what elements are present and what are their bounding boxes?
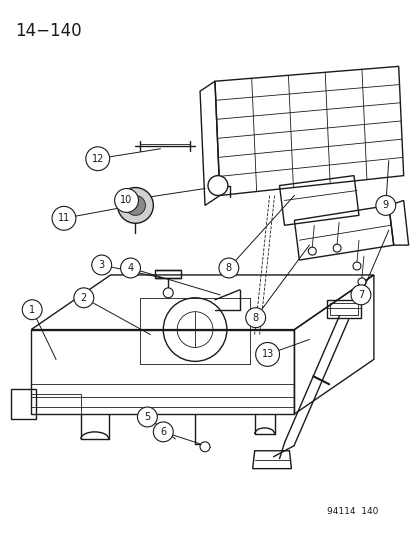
Circle shape: [308, 247, 316, 255]
Text: 3: 3: [98, 260, 104, 270]
Circle shape: [350, 285, 370, 305]
Text: 8: 8: [252, 313, 258, 322]
Text: 10: 10: [120, 196, 132, 205]
Text: 2: 2: [81, 293, 87, 303]
Circle shape: [74, 288, 93, 308]
Text: 14−140: 14−140: [15, 22, 82, 39]
Circle shape: [85, 147, 109, 171]
Circle shape: [218, 258, 238, 278]
Circle shape: [52, 206, 76, 230]
Circle shape: [125, 196, 145, 215]
Circle shape: [114, 189, 138, 212]
Text: 9: 9: [382, 200, 388, 211]
Circle shape: [22, 300, 42, 320]
Text: 11: 11: [58, 213, 70, 223]
Circle shape: [207, 175, 227, 196]
Text: 94114  140: 94114 140: [327, 507, 378, 516]
Circle shape: [375, 196, 395, 215]
Circle shape: [120, 258, 140, 278]
Text: 6: 6: [160, 427, 166, 437]
Text: 5: 5: [144, 412, 150, 422]
Circle shape: [199, 442, 209, 452]
Circle shape: [137, 407, 157, 427]
Text: 4: 4: [127, 263, 133, 273]
Text: 8: 8: [225, 263, 231, 273]
Text: 7: 7: [357, 290, 363, 300]
Circle shape: [332, 244, 340, 252]
Text: 13: 13: [261, 350, 273, 359]
Circle shape: [92, 255, 112, 275]
Circle shape: [163, 288, 173, 298]
Text: 12: 12: [91, 154, 104, 164]
Text: 1: 1: [29, 305, 35, 314]
Circle shape: [357, 278, 365, 286]
Circle shape: [117, 188, 153, 223]
Circle shape: [153, 422, 173, 442]
Circle shape: [352, 262, 360, 270]
Circle shape: [245, 308, 265, 328]
Circle shape: [255, 343, 279, 366]
